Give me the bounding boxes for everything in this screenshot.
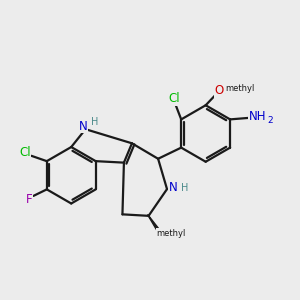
Text: Cl: Cl [168, 92, 180, 105]
Text: H: H [91, 117, 98, 127]
Text: Cl: Cl [19, 146, 31, 159]
Text: H: H [181, 183, 188, 193]
Text: 2: 2 [267, 116, 273, 125]
Text: N: N [79, 120, 88, 133]
Text: NH: NH [249, 110, 266, 123]
Text: N: N [169, 181, 177, 194]
Polygon shape [148, 214, 163, 234]
Text: methyl: methyl [157, 229, 186, 238]
Text: F: F [26, 193, 33, 206]
Text: methyl: methyl [225, 83, 254, 92]
Text: O: O [215, 84, 224, 97]
